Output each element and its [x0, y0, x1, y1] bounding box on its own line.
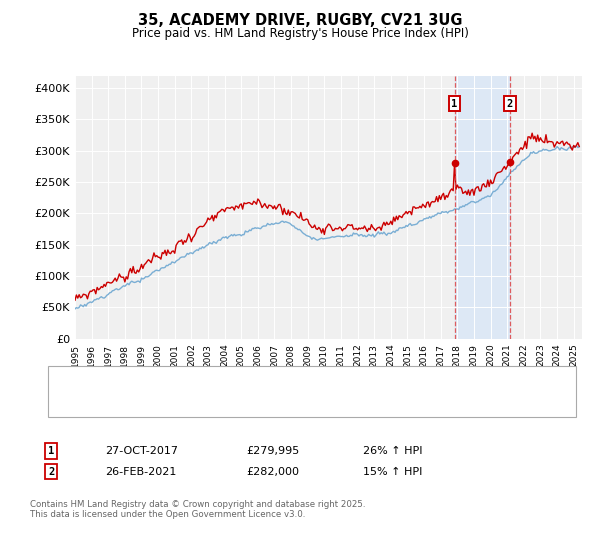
Bar: [455, 76, 510, 339]
Text: 1: 1: [451, 99, 458, 109]
Text: 27-OCT-2017: 27-OCT-2017: [105, 446, 178, 456]
Text: 35, ACADEMY DRIVE, RUGBY, CV21 3UG (semi-detached house): 35, ACADEMY DRIVE, RUGBY, CV21 3UG (semi…: [103, 376, 421, 386]
Text: Price paid vs. HM Land Registry's House Price Index (HPI): Price paid vs. HM Land Registry's House …: [131, 27, 469, 40]
Text: £279,995: £279,995: [246, 446, 299, 456]
Text: £282,000: £282,000: [246, 466, 299, 477]
Text: 2: 2: [507, 99, 513, 109]
Text: HPI: Average price, semi-detached house, Rugby: HPI: Average price, semi-detached house,…: [103, 398, 346, 408]
Text: 2: 2: [48, 466, 54, 477]
Text: Contains HM Land Registry data © Crown copyright and database right 2025.
This d: Contains HM Land Registry data © Crown c…: [30, 500, 365, 519]
Text: 35, ACADEMY DRIVE, RUGBY, CV21 3UG: 35, ACADEMY DRIVE, RUGBY, CV21 3UG: [138, 13, 462, 29]
Text: 1: 1: [48, 446, 54, 456]
Text: 26-FEB-2021: 26-FEB-2021: [105, 466, 176, 477]
Text: 26% ↑ HPI: 26% ↑ HPI: [363, 446, 422, 456]
Text: 15% ↑ HPI: 15% ↑ HPI: [363, 466, 422, 477]
